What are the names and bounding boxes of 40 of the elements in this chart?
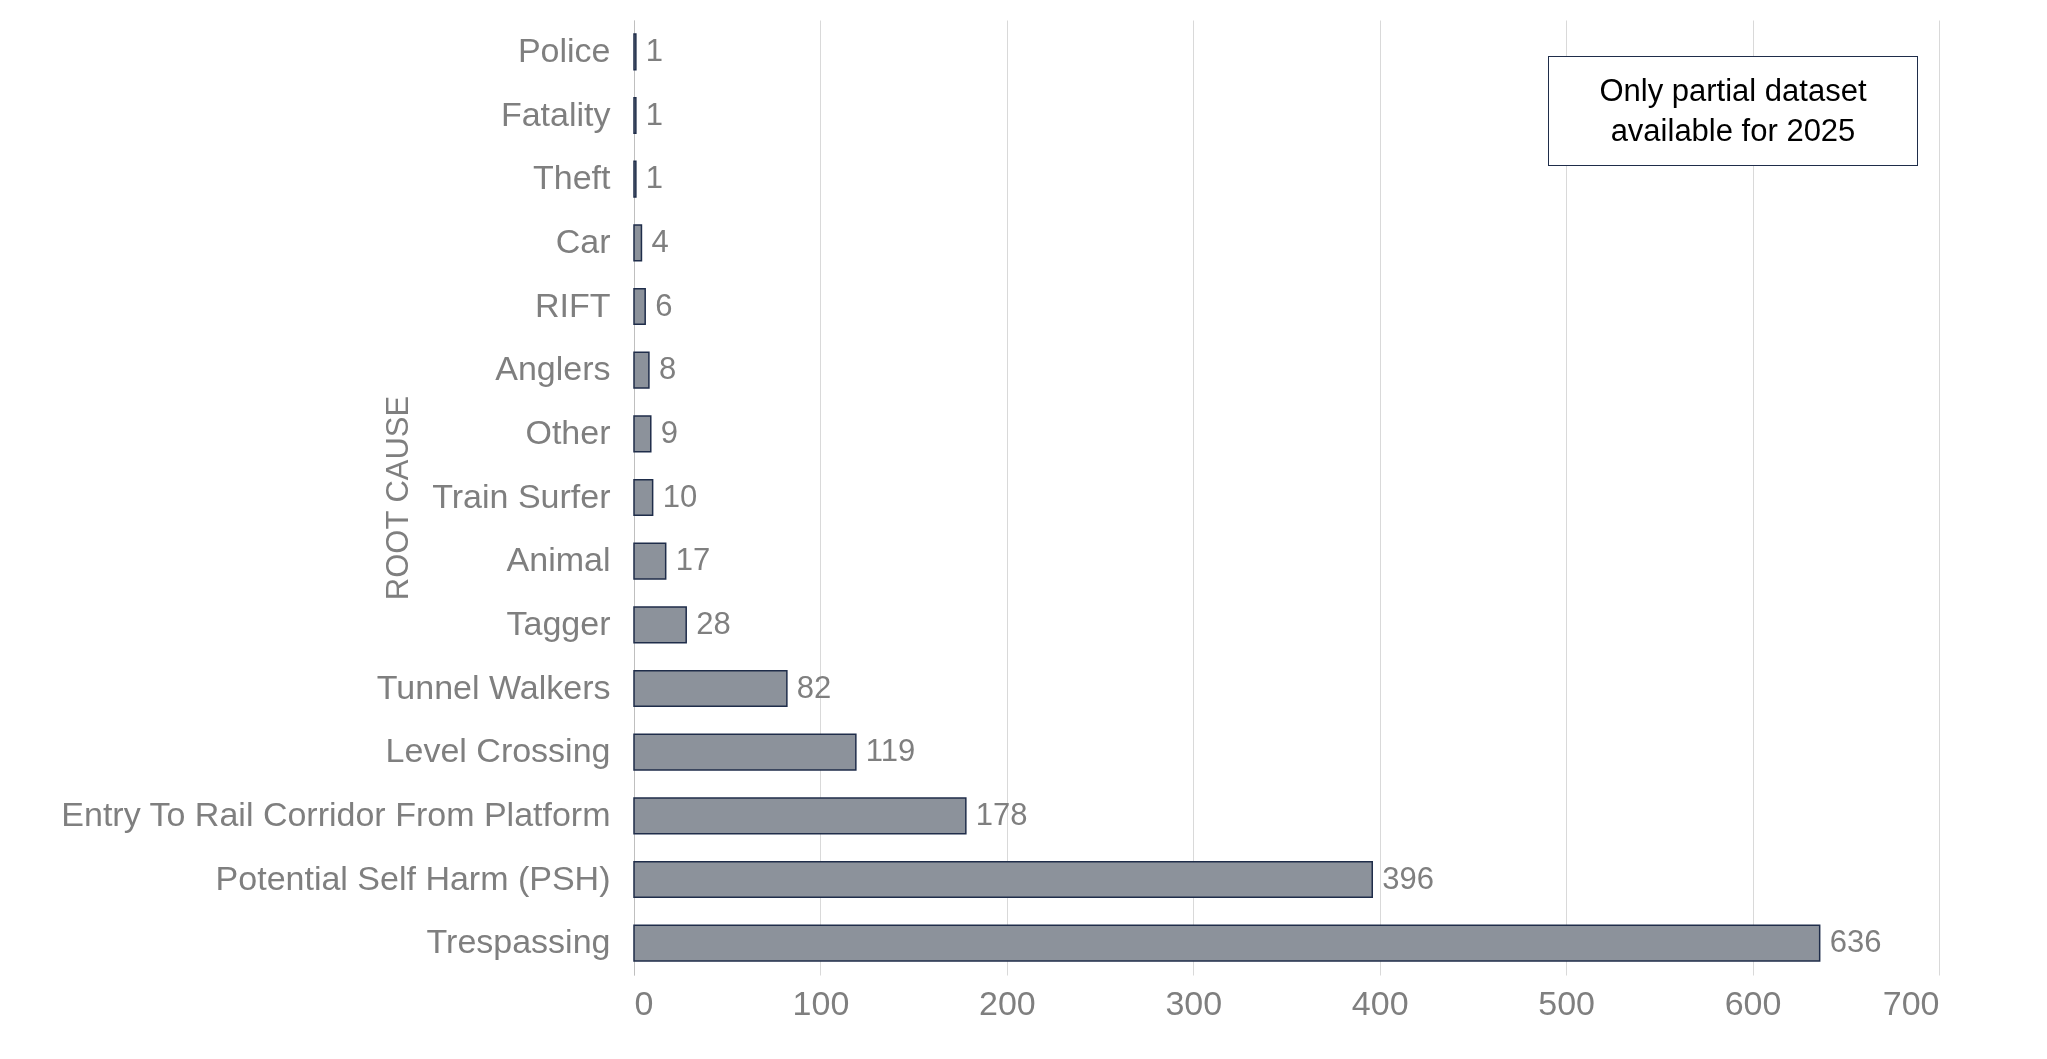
data-label: 1 [645,32,664,68]
data-label: 178 [975,796,1028,832]
x-tick-label: 100 [792,983,850,1022]
x-tick-label: 600 [1724,983,1782,1022]
x-tick-label: 700 [1882,983,1940,1022]
data-label: 4 [651,223,669,259]
y-tick-label: Fatality [500,94,611,133]
x-tick-label: 300 [1165,983,1223,1022]
y-tick-label: Level Crossing [385,731,611,770]
y-tick-label: Police [517,30,611,69]
y-tick-label: Animal [506,540,611,579]
y-tick-label: Tunnel Walkers [376,667,611,706]
y-axis-title: ROOT CAUSE [379,395,415,601]
y-tick-label: Potential Self Harm (PSH) [215,858,611,897]
data-label: 1 [645,96,664,132]
data-label: 28 [696,605,731,641]
x-tick-label: 400 [1351,983,1409,1022]
data-label: 1 [645,160,664,196]
y-tick-label: Tagger [506,603,611,642]
note-box: Only partial dataset available for 2025 [1548,56,1918,166]
y-tick-label: Other [525,412,611,451]
data-label: 6 [655,287,673,323]
data-label: 9 [660,414,679,450]
x-tick-label: 200 [978,983,1036,1022]
y-tick-label: RIFT [534,285,611,324]
y-tick-label: Train Surfer [432,476,611,515]
y-tick-label: Car [555,221,611,260]
y-tick-label: Trespassing [426,922,611,961]
y-tick-label: Entry To Rail Corridor From Platform [61,794,611,833]
data-label: 396 [1382,860,1434,896]
data-label: 8 [658,351,677,387]
data-label: 10 [662,478,698,514]
data-label: 82 [796,669,832,705]
y-tick-label: Anglers [495,349,611,388]
x-tick-label: 0 [634,983,654,1022]
x-tick-label: 500 [1538,983,1596,1022]
data-label: 636 [1829,924,1882,960]
data-label: 119 [865,733,916,769]
y-tick-label: Theft [533,158,612,197]
data-label: 17 [675,542,711,578]
